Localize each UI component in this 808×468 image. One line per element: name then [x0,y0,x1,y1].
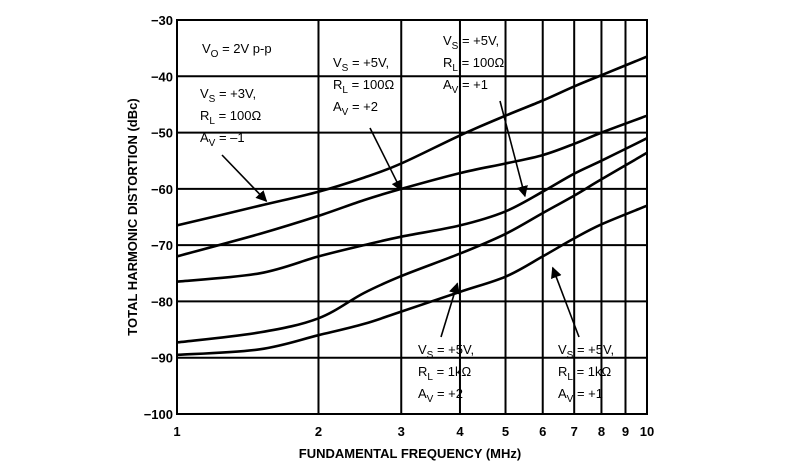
annotation-text: VS = +5V, [418,342,474,361]
x-tick-label: 4 [456,424,464,439]
x-tick-label: 3 [398,424,405,439]
series-group [176,55,648,357]
y-tick-label: −50 [151,126,173,141]
annotation-text: VS = +5V, [333,55,389,74]
y-tick-label: −70 [151,238,173,253]
annotation-text: AV = +1 [558,386,603,405]
x-axis-label: FUNDAMENTAL FREQUENCY (MHz) [299,446,521,461]
series-line-4 [176,151,648,344]
annotation-text: RL = 100Ω [443,55,504,74]
annotation-text: AV = –1 [200,130,245,149]
plot-frame [176,19,648,415]
annotation-text: AV = +1 [443,77,488,96]
x-tick-label: 5 [502,424,509,439]
x-tick-label: 1 [173,424,180,439]
y-tick-label: −40 [151,69,173,84]
annotation-arrow [551,266,580,338]
annotation-text: RL = 100Ω [200,108,261,127]
annotation-text: RL = 100Ω [333,77,394,96]
annotation-text: VS = +5V, [558,342,614,361]
annotation-arrow [440,282,460,338]
x-tick-label: 6 [539,424,546,439]
x-tick-label: 8 [598,424,605,439]
series-line-1 [176,55,648,227]
annotation-arrow [499,100,528,198]
annotation-text: AV = +2 [333,99,378,118]
y-axis-label: TOTAL HARMONIC DISTORTION (dBc) [125,98,140,335]
annotation-text: RL = 1kΩ [558,364,611,383]
x-tick-label: 9 [622,424,629,439]
annotation-arrows [221,100,580,338]
x-tick-label: 10 [640,424,654,439]
annotation-text: VS = +3V, [200,86,256,105]
series-line-5 [176,204,648,357]
series-line-3 [176,137,648,283]
annotation-text: AV = +2 [418,386,463,405]
x-tick-label: 2 [315,424,322,439]
annotation-text: VS = +5V, [443,33,499,52]
x-tick-label: 7 [571,424,578,439]
y-tick-label: −60 [151,182,173,197]
annotations: VO = 2V p-p VS = +3V, RL = 100Ω AV = –1 VS =… [200,33,614,405]
y-tick-label: −90 [151,351,173,366]
y-tick-label: −80 [151,294,173,309]
y-tick-label: −30 [151,13,173,28]
annotation-text: RL = 1kΩ [418,364,471,383]
annotation-text: VO = 2V p-p [202,41,272,60]
annotation-arrow [369,127,402,192]
annotation-arrow [221,154,268,203]
tick-labels: 1 2 3 4 5 6 7 8 9 10 −100 −90 −80 −70 −60 −50 −40 −30 [144,13,655,439]
y-tick-label: −100 [144,407,173,422]
series-line-2 [176,114,648,258]
